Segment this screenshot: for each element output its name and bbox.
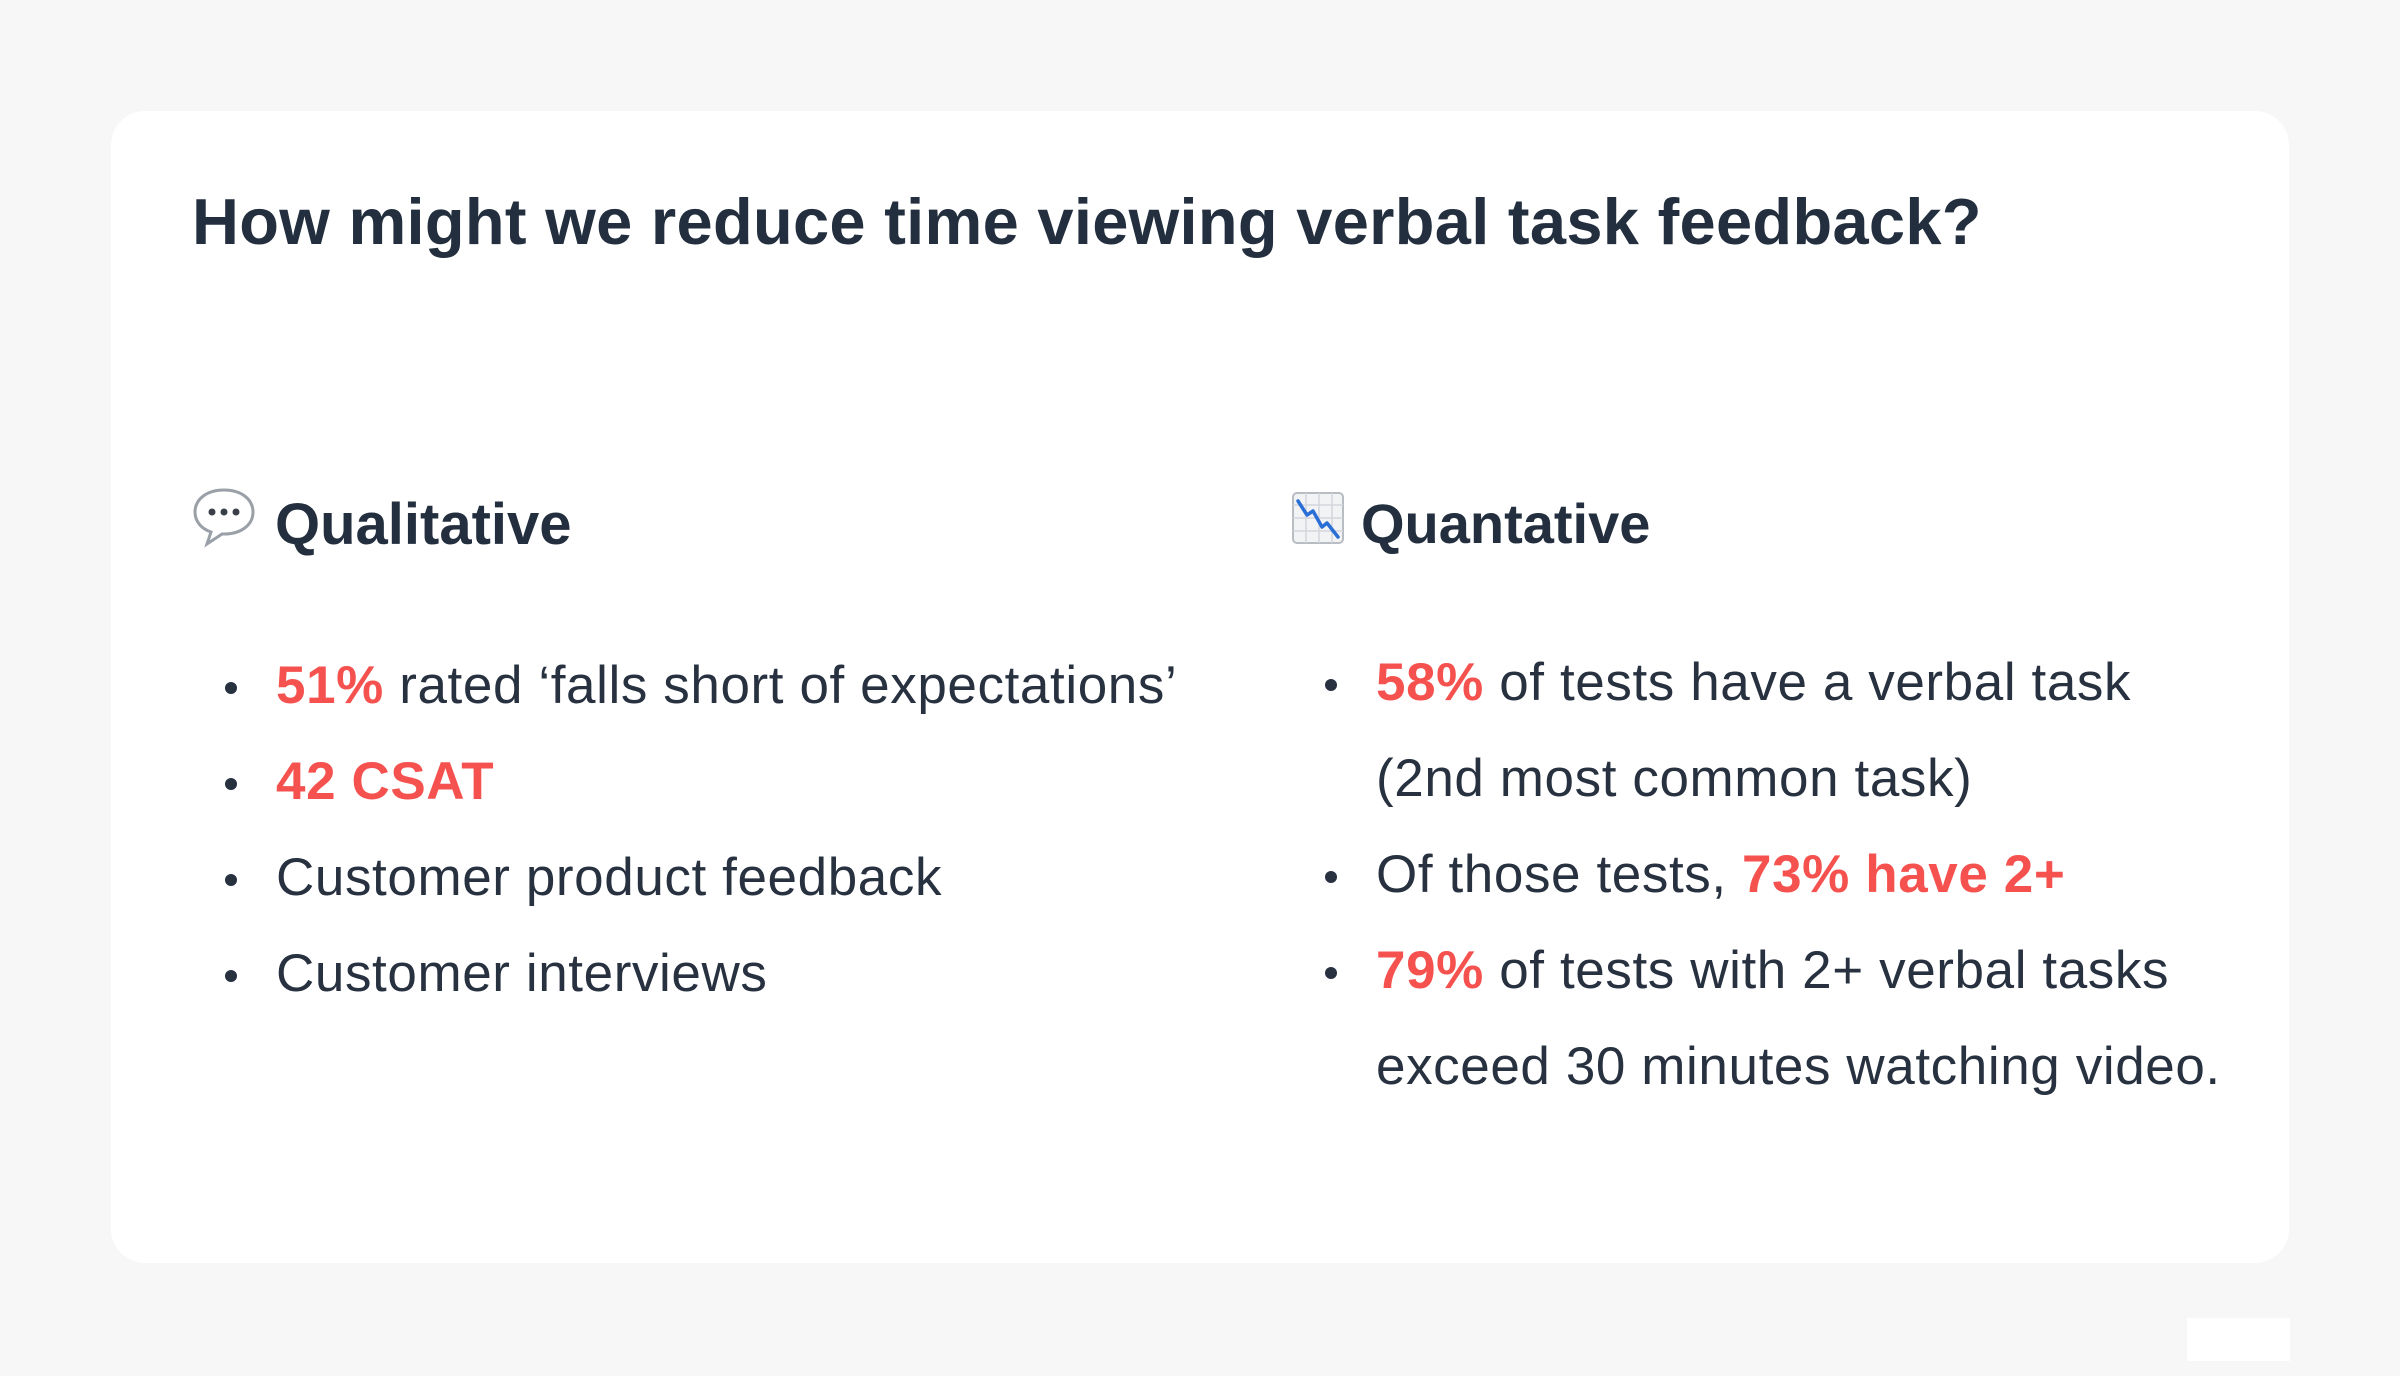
quantitative-list: 58% of tests have a verbal task (2nd mos… bbox=[1291, 635, 2251, 1115]
page-title: How might we reduce time viewing verbal … bbox=[192, 185, 1982, 258]
list-item: Of those tests, 73% have 2+ bbox=[1291, 827, 2251, 923]
speech-balloon-icon bbox=[191, 484, 257, 550]
list-item: Customer interviews bbox=[191, 926, 1191, 1022]
item-text: rated ‘falls short of expectations’ bbox=[383, 656, 1178, 715]
highlight-value: 42 CSAT bbox=[276, 752, 495, 811]
corner-blank-box bbox=[2187, 1318, 2290, 1361]
highlight-value: 79% bbox=[1376, 941, 1484, 1000]
qualitative-heading: Qualitative bbox=[191, 487, 572, 558]
content-card: How might we reduce time viewing verbal … bbox=[111, 111, 2289, 1263]
qualitative-heading-label: Qualitative bbox=[275, 492, 572, 557]
highlight-value: 51% bbox=[276, 656, 384, 715]
item-text: of tests have a verbal task (2nd most co… bbox=[1376, 653, 2132, 808]
item-prefix: Of those tests, bbox=[1376, 845, 1743, 904]
list-item: 79% of tests with 2+ verbal tasks exceed… bbox=[1291, 923, 2251, 1115]
list-item: 51% rated ‘falls short of expectations’ bbox=[191, 638, 1191, 734]
highlight-value: 73% have 2+ bbox=[1742, 845, 2066, 904]
list-item: 42 CSAT bbox=[191, 734, 1191, 830]
list-item: Customer product feedback bbox=[191, 830, 1191, 926]
item-text: Customer interviews bbox=[276, 944, 768, 1003]
chart-decreasing-icon bbox=[1291, 491, 1345, 545]
quantitative-heading-label: Quantative bbox=[1361, 492, 1651, 555]
item-text: of tests with 2+ verbal tasks exceed 30 … bbox=[1376, 941, 2221, 1096]
highlight-value: 58% bbox=[1376, 653, 1484, 712]
list-item: 58% of tests have a verbal task (2nd mos… bbox=[1291, 635, 2251, 827]
item-text: Customer product feedback bbox=[276, 848, 943, 907]
quantitative-heading: Quantative bbox=[1291, 491, 1650, 556]
qualitative-list: 51% rated ‘falls short of expectations’ … bbox=[191, 638, 1191, 1022]
